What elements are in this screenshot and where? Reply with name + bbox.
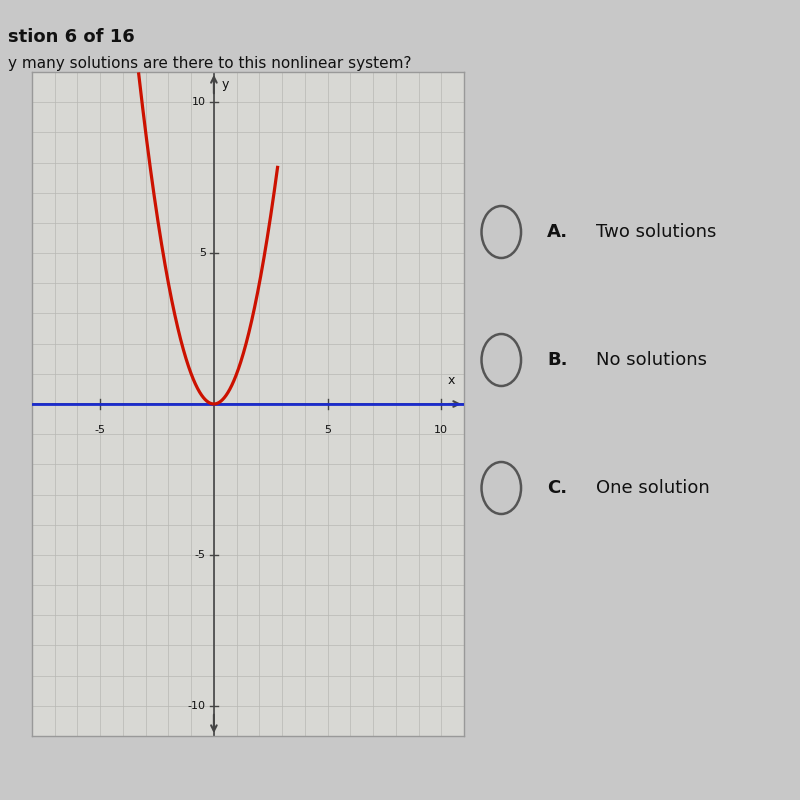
Text: y many solutions are there to this nonlinear system?: y many solutions are there to this nonli… [8,56,411,71]
Text: 5: 5 [324,425,331,435]
Text: Two solutions: Two solutions [595,223,716,241]
Text: y: y [222,78,230,91]
Text: -5: -5 [94,425,106,435]
Text: x: x [447,374,455,387]
Text: 5: 5 [199,248,206,258]
Text: -5: -5 [195,550,206,560]
Text: A.: A. [547,223,568,241]
Text: B.: B. [547,351,567,369]
Text: C.: C. [547,479,567,497]
Text: stion 6 of 16: stion 6 of 16 [8,28,134,46]
Text: One solution: One solution [595,479,710,497]
Text: No solutions: No solutions [595,351,706,369]
Text: 10: 10 [434,425,448,435]
Text: 10: 10 [192,97,206,107]
Text: -10: -10 [188,701,206,711]
